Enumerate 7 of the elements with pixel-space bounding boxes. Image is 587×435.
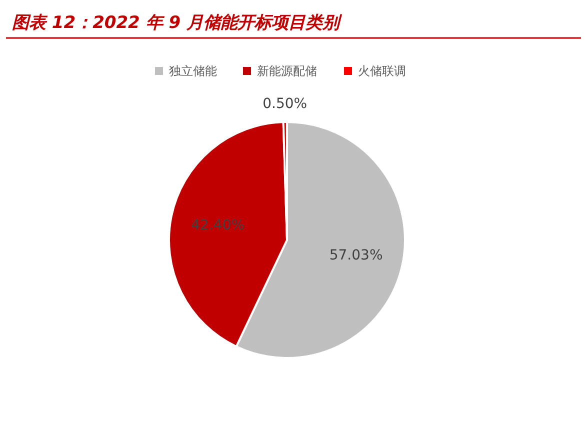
legend-label: 新能源配储 bbox=[257, 64, 317, 78]
legend-label: 火储联调 bbox=[358, 64, 406, 78]
legend-label: 独立储能 bbox=[169, 64, 217, 78]
data-label: 57.03% bbox=[329, 247, 383, 264]
data-label: 0.50% bbox=[262, 96, 308, 112]
data-label: 42.40% bbox=[191, 217, 244, 234]
chart-title: 图表 12：2022 年 9 月储能开标项目类别 bbox=[12, 13, 342, 33]
